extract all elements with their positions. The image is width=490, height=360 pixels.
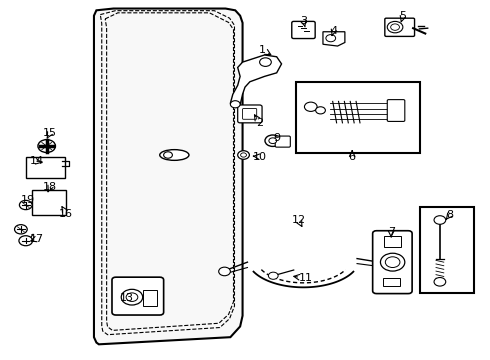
Text: 18: 18: [43, 182, 57, 192]
Text: 10: 10: [253, 152, 267, 162]
FancyBboxPatch shape: [275, 136, 290, 147]
Circle shape: [219, 267, 230, 276]
PathPatch shape: [323, 32, 345, 46]
Text: 7: 7: [388, 227, 395, 237]
FancyBboxPatch shape: [296, 82, 420, 153]
Text: 15: 15: [43, 128, 57, 138]
Text: 8: 8: [446, 210, 453, 220]
Circle shape: [316, 107, 325, 114]
Circle shape: [126, 293, 138, 301]
Circle shape: [15, 225, 27, 234]
Circle shape: [391, 24, 399, 30]
Text: 2: 2: [256, 118, 263, 128]
Circle shape: [387, 21, 403, 33]
Ellipse shape: [160, 150, 189, 160]
Text: 9: 9: [273, 133, 280, 143]
FancyBboxPatch shape: [385, 18, 415, 36]
Text: 14: 14: [29, 157, 44, 166]
FancyBboxPatch shape: [143, 290, 157, 306]
Text: 12: 12: [292, 215, 306, 225]
Circle shape: [304, 102, 317, 111]
FancyBboxPatch shape: [31, 190, 66, 215]
Text: 13: 13: [120, 293, 134, 303]
Circle shape: [238, 151, 249, 159]
Text: 17: 17: [29, 234, 44, 244]
Text: 6: 6: [349, 152, 356, 162]
Text: 3: 3: [300, 16, 307, 26]
Circle shape: [20, 201, 32, 210]
FancyBboxPatch shape: [292, 21, 315, 39]
Text: 1: 1: [259, 45, 266, 55]
Text: 11: 11: [299, 273, 313, 283]
Circle shape: [380, 253, 405, 271]
Circle shape: [269, 272, 278, 279]
Circle shape: [434, 216, 446, 224]
Circle shape: [260, 58, 271, 66]
Circle shape: [326, 35, 336, 42]
Text: 19: 19: [21, 195, 35, 205]
FancyBboxPatch shape: [384, 237, 401, 247]
Circle shape: [434, 278, 446, 286]
Circle shape: [269, 138, 277, 144]
PathPatch shape: [94, 9, 243, 344]
FancyBboxPatch shape: [243, 109, 257, 119]
FancyBboxPatch shape: [373, 231, 412, 294]
Circle shape: [385, 257, 400, 267]
Text: 5: 5: [399, 12, 406, 21]
Text: 16: 16: [59, 208, 73, 219]
FancyBboxPatch shape: [26, 157, 65, 178]
PathPatch shape: [230, 55, 282, 107]
Text: 4: 4: [330, 26, 337, 36]
FancyBboxPatch shape: [383, 278, 400, 287]
Circle shape: [19, 236, 32, 246]
Ellipse shape: [164, 152, 172, 158]
Circle shape: [121, 289, 143, 305]
Circle shape: [38, 140, 55, 153]
FancyBboxPatch shape: [420, 207, 474, 293]
Circle shape: [241, 153, 246, 157]
FancyBboxPatch shape: [112, 277, 164, 315]
Circle shape: [265, 135, 281, 147]
Circle shape: [230, 101, 240, 108]
FancyBboxPatch shape: [387, 100, 405, 121]
FancyBboxPatch shape: [238, 105, 262, 123]
